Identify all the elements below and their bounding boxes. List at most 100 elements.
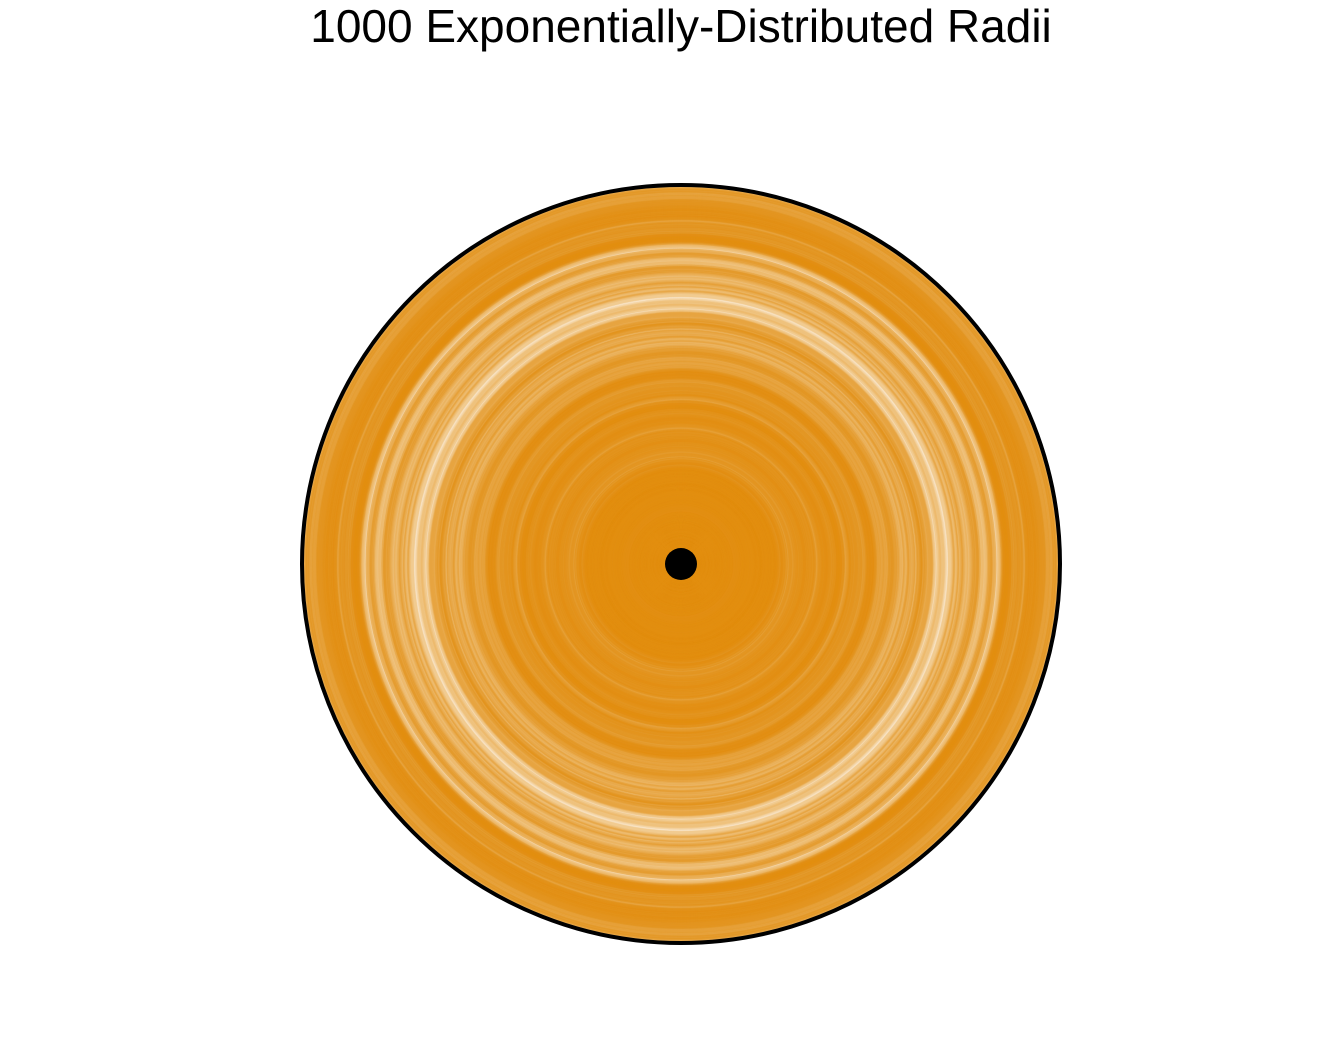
ring-circle xyxy=(487,370,875,758)
ring-circle xyxy=(338,221,1024,907)
ring-circle xyxy=(658,541,704,587)
ring-circle xyxy=(652,535,710,593)
ring-circle xyxy=(356,239,1006,889)
ring-circle xyxy=(628,511,734,617)
ring-circle xyxy=(526,409,836,719)
ring-circle xyxy=(332,215,1030,913)
ring-circle xyxy=(607,490,755,638)
ring-circle xyxy=(633,516,729,612)
ring-circle xyxy=(592,475,770,653)
ring-circle xyxy=(579,462,783,666)
ring-circle xyxy=(630,513,732,615)
ring-circle xyxy=(612,495,750,633)
ring-circle xyxy=(323,206,1039,922)
ring-circle xyxy=(595,478,767,650)
ring-circle xyxy=(319,202,1043,926)
ring-circle xyxy=(656,539,706,589)
ring-circle xyxy=(516,399,846,729)
ring-circle xyxy=(483,366,879,762)
ring-circle xyxy=(538,421,824,707)
ring-circle xyxy=(518,401,844,727)
ring-circle xyxy=(347,230,1015,898)
ring-circle xyxy=(504,387,858,741)
ring-circle xyxy=(601,484,761,644)
ring-circle xyxy=(365,248,997,880)
ring-circle xyxy=(402,285,960,843)
ring-circle xyxy=(599,482,763,646)
ring-circle xyxy=(638,521,724,607)
ring-circle xyxy=(618,501,744,627)
ring-circle xyxy=(520,403,842,725)
ring-circle xyxy=(638,521,724,607)
ring-circle xyxy=(331,214,1031,914)
ring-circle xyxy=(650,533,712,595)
ring-circle xyxy=(365,248,997,880)
ring-circle xyxy=(583,466,779,662)
ring-circle xyxy=(465,348,897,780)
ring-circle xyxy=(488,371,874,757)
ring-circle xyxy=(585,468,777,660)
ring-circle xyxy=(580,463,782,665)
ring-circle xyxy=(322,205,1040,923)
ring-circle xyxy=(563,446,799,682)
ring-circle xyxy=(446,329,916,799)
ring-circle xyxy=(640,523,722,605)
ring-circle xyxy=(569,452,793,676)
ring-circle xyxy=(554,437,808,691)
ring-circle xyxy=(660,543,702,585)
ring-circle xyxy=(604,487,758,641)
ring-circle xyxy=(317,200,1045,928)
ring-circle xyxy=(640,523,722,605)
ring-circle xyxy=(584,467,778,661)
ring-circle xyxy=(342,225,1020,903)
ring-circle xyxy=(339,222,1023,906)
ring-circle xyxy=(513,396,849,732)
ring-circle xyxy=(645,528,717,600)
ring-circle xyxy=(557,440,805,688)
ring-circle xyxy=(562,445,800,683)
ring-circle xyxy=(627,510,735,618)
ring-circle xyxy=(621,504,741,624)
ring-circle xyxy=(426,309,936,819)
ring-circle xyxy=(439,322,923,806)
ring-circle xyxy=(657,540,705,588)
ring-circle xyxy=(652,535,710,593)
ring-circle xyxy=(562,445,800,683)
ring-circle xyxy=(304,187,1058,941)
ring-circle xyxy=(589,472,773,656)
ring-circle xyxy=(608,491,754,637)
ring-circle xyxy=(658,541,704,587)
ring-circle xyxy=(353,236,1009,892)
ring-circle xyxy=(646,529,716,599)
ring-circle xyxy=(534,417,828,711)
ring-circle xyxy=(607,490,755,638)
ring-circle xyxy=(516,399,846,729)
ring-circle xyxy=(562,445,800,683)
ring-circle xyxy=(589,472,773,656)
ring-circle xyxy=(651,534,711,594)
ring-circle xyxy=(369,252,993,876)
ring-circle xyxy=(646,529,716,599)
ring-circle xyxy=(635,518,727,610)
ring-circle xyxy=(456,339,906,789)
ring-circle xyxy=(365,248,997,880)
ring-circle xyxy=(504,387,858,741)
ring-circle xyxy=(535,418,827,710)
ring-circle xyxy=(581,464,781,664)
ring-circle xyxy=(593,476,769,652)
ring-circle xyxy=(464,347,898,781)
ring-circle xyxy=(597,480,765,648)
ring-circle xyxy=(613,496,749,632)
ring-circle xyxy=(317,200,1045,928)
ring-circle xyxy=(346,229,1016,899)
ring-circle xyxy=(317,200,1045,928)
ring-circle xyxy=(365,248,997,880)
ring-circle xyxy=(601,484,761,644)
ring-circle xyxy=(648,531,714,597)
ring-circle xyxy=(429,312,933,816)
ring-circle xyxy=(386,269,976,859)
ring-circle xyxy=(371,254,991,874)
ring-circle xyxy=(651,534,711,594)
ring-circle xyxy=(626,509,736,619)
ring-circle xyxy=(486,369,876,759)
